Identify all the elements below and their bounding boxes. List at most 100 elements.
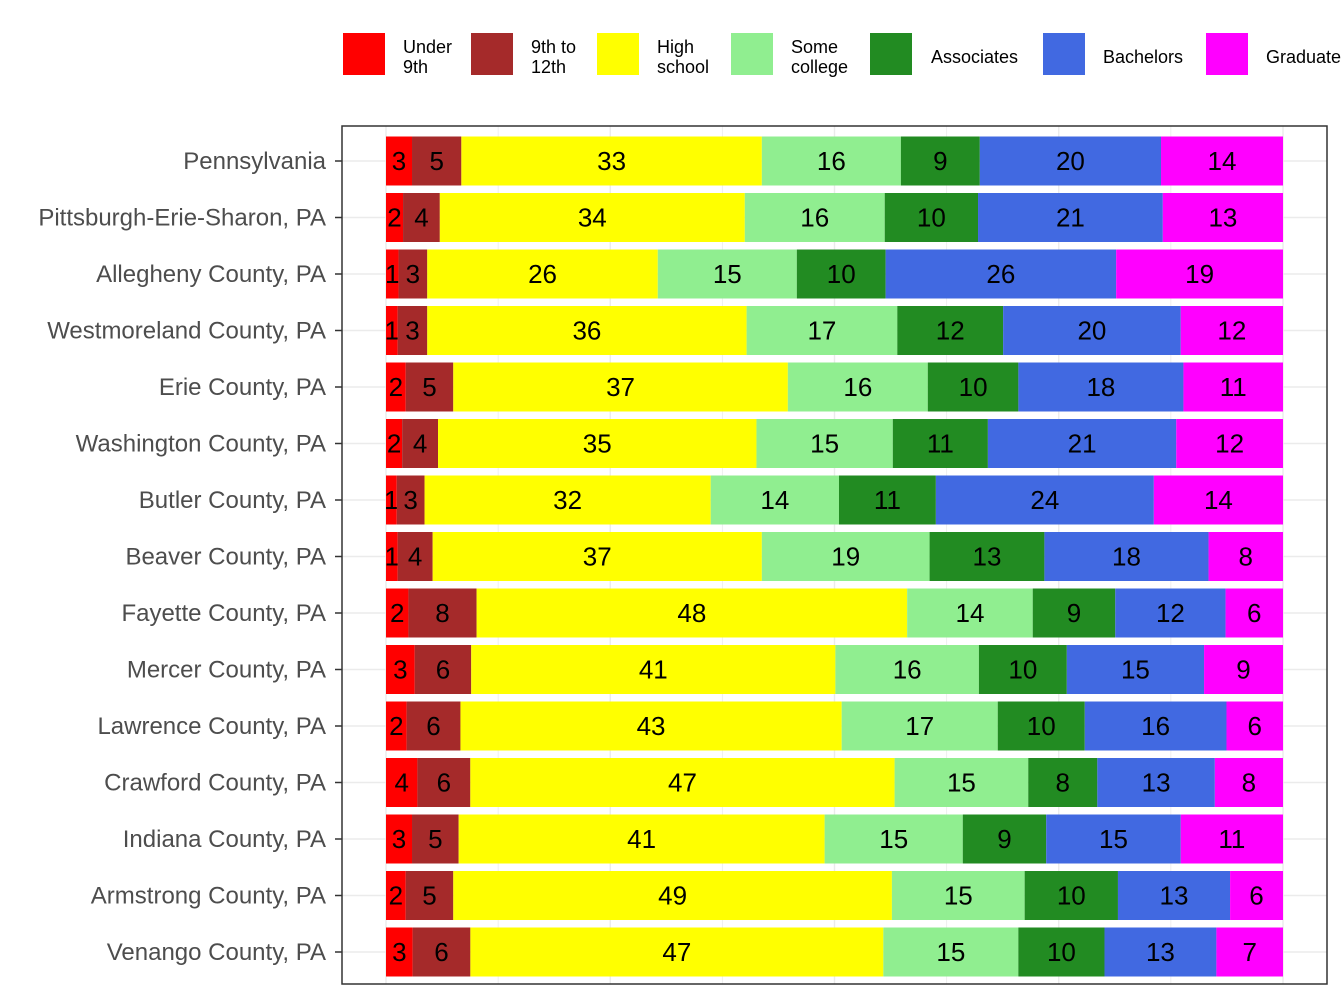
data-label: 13 bbox=[1208, 203, 1237, 233]
data-label: 10 bbox=[1057, 881, 1086, 911]
bar-segment bbox=[461, 136, 762, 186]
data-label: 37 bbox=[606, 372, 635, 402]
bar-segment bbox=[412, 814, 459, 864]
bar-segment bbox=[787, 362, 928, 412]
bar-segment bbox=[927, 362, 1019, 412]
data-label: 16 bbox=[893, 655, 922, 685]
data-label: 47 bbox=[668, 768, 697, 798]
category-label: Mercer County, PA bbox=[127, 657, 326, 684]
data-label: 8 bbox=[435, 598, 449, 628]
data-label: 26 bbox=[986, 259, 1015, 289]
bar-segment bbox=[439, 193, 745, 242]
bar-segment bbox=[1117, 871, 1231, 920]
legend-label: 9th bbox=[403, 57, 428, 77]
bar-segment bbox=[1176, 419, 1283, 468]
category-label: Washington County, PA bbox=[76, 431, 326, 458]
bar-segment bbox=[761, 136, 901, 186]
data-label: 15 bbox=[944, 881, 973, 911]
legend-label: Under bbox=[403, 37, 452, 57]
legend-label: Some bbox=[791, 37, 838, 57]
data-label: 41 bbox=[627, 824, 656, 854]
data-label: 3 bbox=[392, 824, 406, 854]
category-label: Fayette County, PA bbox=[121, 600, 326, 627]
data-label: 13 bbox=[1160, 881, 1189, 911]
bar-segment bbox=[412, 136, 462, 186]
data-label: 6 bbox=[1247, 598, 1261, 628]
panel-border bbox=[341, 125, 1328, 985]
data-label: 33 bbox=[597, 146, 626, 176]
legend-label: college bbox=[791, 57, 848, 77]
bar-segment bbox=[1024, 871, 1118, 920]
bar-segment bbox=[386, 193, 404, 242]
bar-segment bbox=[386, 927, 413, 977]
data-label: 47 bbox=[662, 937, 691, 967]
bar-segment bbox=[386, 306, 398, 355]
bar-segment bbox=[841, 701, 998, 751]
bar-segment bbox=[962, 814, 1047, 864]
data-label: 11 bbox=[1218, 824, 1245, 854]
bar-segment bbox=[1183, 362, 1283, 412]
category-label: Pittsburgh-Erie-Sharon, PA bbox=[38, 205, 326, 232]
bar-segment bbox=[386, 136, 413, 186]
legend-key bbox=[597, 33, 639, 75]
bar-segment bbox=[891, 871, 1025, 920]
data-label: 4 bbox=[414, 203, 428, 233]
data-label: 3 bbox=[403, 485, 417, 515]
bar-segment bbox=[1153, 475, 1283, 525]
bar-segment bbox=[1084, 701, 1227, 751]
data-label: 2 bbox=[387, 429, 401, 459]
bar-segment bbox=[386, 758, 418, 807]
data-label: 12 bbox=[1217, 316, 1246, 346]
bar-segment bbox=[1018, 927, 1105, 977]
data-label: 6 bbox=[437, 768, 451, 798]
bar-segment bbox=[1044, 532, 1209, 581]
data-label: 12 bbox=[1156, 598, 1185, 628]
data-label: 8 bbox=[1239, 542, 1253, 572]
bar-segment bbox=[1097, 758, 1215, 807]
bar-segment bbox=[1225, 588, 1283, 638]
data-label: 41 bbox=[639, 655, 668, 685]
data-label: 9 bbox=[1067, 598, 1081, 628]
bar-segment bbox=[978, 645, 1067, 694]
legend-label: Graduate bbox=[1266, 47, 1341, 67]
legend-key bbox=[1206, 33, 1248, 75]
bar-segment bbox=[744, 193, 885, 242]
category-label: Allegheny County, PA bbox=[96, 261, 326, 288]
data-label: 10 bbox=[959, 372, 988, 402]
plot-panel: 3 5 33 16 9 20 142 4 34 16 10 21 131 3 26 15 10 26 191 3 36 1… bbox=[341, 125, 1328, 985]
data-label: 43 bbox=[637, 711, 666, 741]
data-label: 36 bbox=[572, 316, 601, 346]
data-label: 21 bbox=[1056, 203, 1085, 233]
bar-segment bbox=[1162, 193, 1283, 242]
legend-key bbox=[471, 33, 513, 75]
bar-segment bbox=[424, 475, 711, 525]
data-label: 20 bbox=[1056, 146, 1085, 176]
category-label: Armstrong County, PA bbox=[91, 883, 326, 910]
bar-segment bbox=[1046, 814, 1181, 864]
data-label: 16 bbox=[800, 203, 829, 233]
bar-segment bbox=[710, 475, 839, 525]
data-label: 10 bbox=[1008, 655, 1037, 685]
data-label: 4 bbox=[413, 429, 427, 459]
bar-segment bbox=[396, 475, 425, 525]
data-label: 2 bbox=[390, 598, 404, 628]
bar-segment bbox=[402, 419, 439, 468]
bar-segment bbox=[453, 871, 892, 920]
category-label: Beaver County, PA bbox=[125, 544, 326, 571]
bar-segment bbox=[1226, 701, 1283, 751]
data-label: 12 bbox=[1215, 429, 1244, 459]
data-label: 16 bbox=[817, 146, 846, 176]
bar-segment bbox=[1028, 758, 1098, 807]
bar-segment bbox=[386, 588, 409, 638]
data-label: 15 bbox=[879, 824, 908, 854]
bar-segment bbox=[884, 193, 979, 242]
bar-segment bbox=[406, 701, 461, 751]
data-label: 8 bbox=[1242, 768, 1256, 798]
bar-segment bbox=[1214, 758, 1283, 807]
bar-segment bbox=[386, 362, 406, 412]
data-label: 48 bbox=[677, 598, 706, 628]
